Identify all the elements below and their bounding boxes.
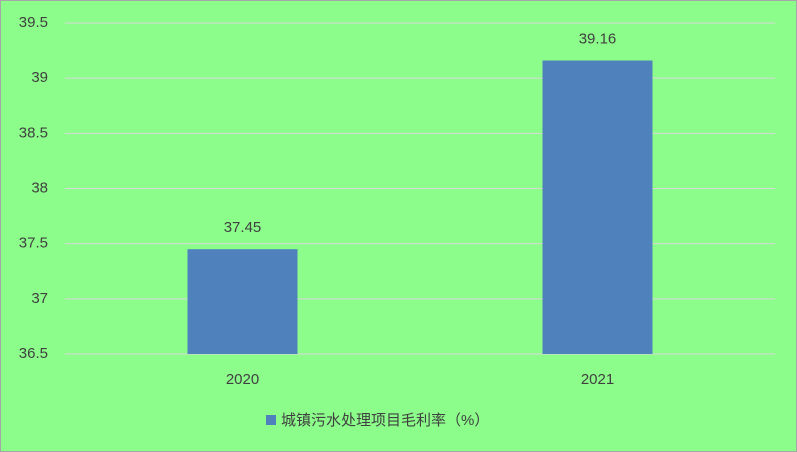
legend-label: 城镇污水处理项目毛利率（%） bbox=[281, 412, 489, 429]
y-tick-label: 38 bbox=[31, 179, 48, 196]
y-tick-label: 37 bbox=[31, 290, 48, 307]
x-tick-label: 2020 bbox=[226, 371, 259, 388]
bar bbox=[187, 249, 298, 354]
data-label: 37.45 bbox=[224, 219, 262, 236]
bar bbox=[542, 60, 653, 354]
y-tick-label: 39.5 bbox=[19, 14, 48, 31]
y-tick-label: 36.5 bbox=[19, 345, 48, 362]
y-tick-label: 37.5 bbox=[19, 235, 48, 252]
legend-swatch bbox=[266, 415, 276, 425]
y-tick-label: 38.5 bbox=[19, 124, 48, 141]
data-label: 39.16 bbox=[579, 30, 617, 47]
x-tick-label: 2021 bbox=[581, 371, 614, 388]
y-tick-label: 39 bbox=[31, 69, 48, 86]
